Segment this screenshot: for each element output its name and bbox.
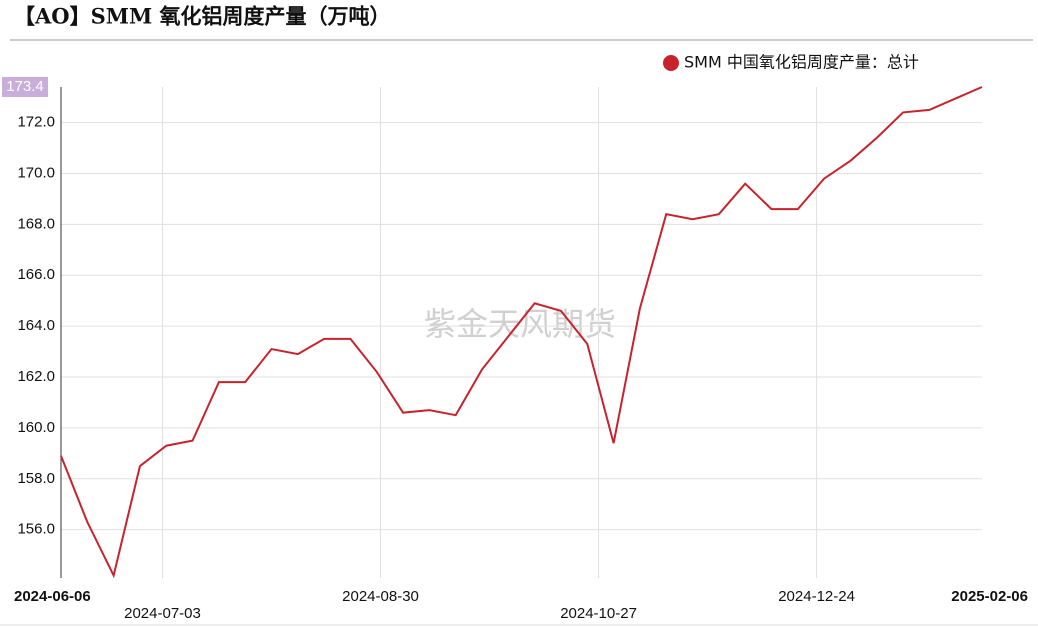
y-tick-label: 168.0 [17,215,55,232]
x-tick-label: 2024-06-06 [14,588,91,605]
last-value-box [2,77,48,97]
x-tick-label: 2024-12-24 [778,588,855,605]
y-tick-label: 156.0 [17,521,55,538]
legend-label: SMM 中国氧化铝周度产量：总计 [684,53,919,72]
x-tick-label: 2025-02-06 [951,588,1028,605]
watermark: 紫金天风期货 [424,305,616,343]
series-line [60,86,983,579]
x-tick-label: 2024-08-30 [342,588,419,605]
y-tick-label: 170.0 [17,164,55,181]
x-tick-label: 2024-07-03 [124,605,201,622]
y-tick-label: 164.0 [17,317,55,334]
chart-title: 【AO】SMM 氧化铝周度产量（万吨） [14,4,391,29]
x-tick-label: 2024-10-27 [560,605,637,622]
y-tick-label: 166.0 [17,266,55,283]
last-value-label: 173.4 [6,78,44,95]
y-tick-label: 158.0 [17,470,55,487]
legend-marker [663,55,679,71]
y-tick-label: 162.0 [17,368,55,385]
y-tick-label: 172.0 [17,114,55,131]
y-tick-label: 160.0 [17,419,55,436]
